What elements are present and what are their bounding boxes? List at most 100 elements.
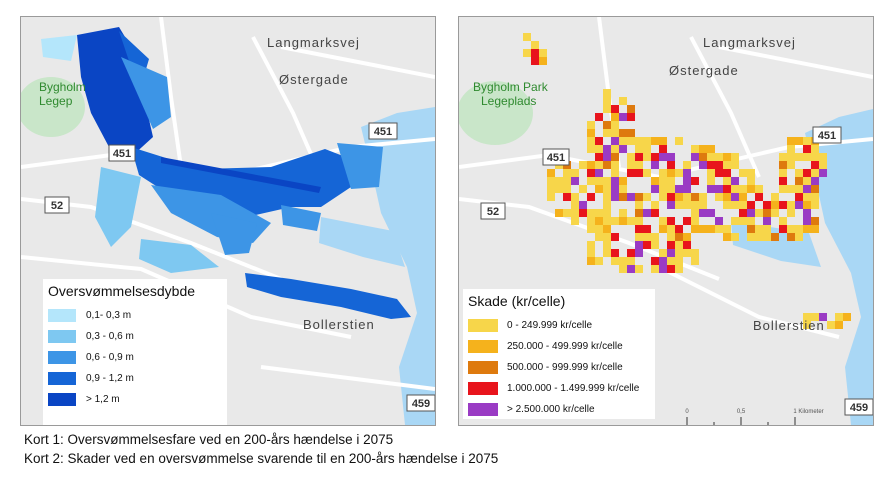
damage-cell (843, 313, 851, 321)
damage-cell (587, 257, 595, 265)
damage-cell (715, 185, 723, 193)
damage-cell (643, 153, 651, 161)
damage-cell (819, 169, 827, 177)
damage-cell (699, 225, 707, 233)
damage-cell (811, 177, 819, 185)
damage-cell (811, 217, 819, 225)
damage-cell (707, 177, 715, 185)
damage-cell (787, 209, 795, 217)
damage-cell (603, 225, 611, 233)
damage-cell (707, 209, 715, 217)
damage-cell (635, 201, 643, 209)
damage-cell (603, 185, 611, 193)
damage-cell (691, 145, 699, 153)
damage-cell (603, 233, 611, 241)
damage-cell (571, 217, 579, 225)
damage-cell (619, 185, 627, 193)
damage-cell (787, 201, 795, 209)
damage-cell (667, 249, 675, 257)
damage-cell (635, 265, 643, 273)
damage-cell (747, 209, 755, 217)
neighborhood-label: Bollerstien (753, 318, 825, 333)
damage-cell (587, 217, 595, 225)
damage-cell (587, 209, 595, 217)
road-shield-label: 451 (113, 148, 131, 160)
damage-cell (675, 201, 683, 209)
damage-cell (611, 233, 619, 241)
damage-cell (619, 137, 627, 145)
damage-cell (771, 209, 779, 217)
damage-cell (603, 153, 611, 161)
damage-cell (699, 145, 707, 153)
damage-cell (523, 49, 531, 57)
damage-cell (747, 185, 755, 193)
damage-cell (739, 193, 747, 201)
legend-item: 0,1- 0,3 m (43, 305, 227, 326)
park-label-line2: Legeplads (481, 94, 536, 108)
damage-cell (603, 201, 611, 209)
road-shield (542, 148, 570, 166)
damage-cell (595, 113, 603, 121)
damage-cell (779, 153, 787, 161)
damage-cell (635, 193, 643, 201)
damage-cell (675, 169, 683, 177)
damage-cell (795, 169, 803, 177)
damage-cell (723, 153, 731, 161)
damage-cell (563, 169, 571, 177)
damage-cell (587, 129, 595, 137)
damage-cell (707, 145, 715, 153)
damage-cell (563, 185, 571, 193)
damage-cell (667, 161, 675, 169)
damage-cell (611, 145, 619, 153)
damage-cell (611, 121, 619, 129)
park-label-line1: Bygholm (39, 80, 86, 94)
damage-cell (659, 137, 667, 145)
damage-cells (523, 33, 851, 329)
legend-swatch (48, 330, 76, 343)
damage-cell (795, 177, 803, 185)
damage-cell (795, 233, 803, 241)
damage-cell (651, 257, 659, 265)
damage-cell (539, 49, 547, 57)
street-label-north: Langmarksvej (267, 35, 360, 50)
damage-cell (683, 249, 691, 257)
damage-cell (595, 233, 603, 241)
damage-cell (723, 177, 731, 185)
damage-cell (667, 265, 675, 273)
damage-cell (707, 161, 715, 169)
damage-cell (587, 137, 595, 145)
damage-cell (747, 217, 755, 225)
damage-cell (803, 313, 811, 321)
damage-cell (811, 193, 819, 201)
damage-cell (627, 193, 635, 201)
damage-cell (811, 153, 819, 161)
damage-cell (683, 241, 691, 249)
damage-cell (795, 137, 803, 145)
damage-cell (579, 161, 587, 169)
damage-cell (587, 225, 595, 233)
damage-cell (611, 169, 619, 177)
damage-cell (835, 313, 843, 321)
damage-cell (555, 185, 563, 193)
park-label-line1: Bygholm Park (473, 80, 549, 94)
damage-cell (603, 249, 611, 257)
road-shields: 451 451 52 459 (480, 126, 873, 416)
damage-cell (603, 97, 611, 105)
damage-cell (675, 185, 683, 193)
road-shield-label: 451 (547, 152, 565, 164)
damage-cell (803, 225, 811, 233)
damage-cell (635, 233, 643, 241)
damage-cell (627, 249, 635, 257)
damage-cell (627, 257, 635, 265)
damage-cell (723, 169, 731, 177)
damage-cell (627, 129, 635, 137)
damage-cell (563, 209, 571, 217)
damage-cell (611, 177, 619, 185)
legend-swatch (468, 340, 498, 353)
damage-cell (595, 225, 603, 233)
damage-cell (619, 217, 627, 225)
road-shield-label: 52 (51, 200, 63, 212)
damage-cell (619, 209, 627, 217)
damage-cell (539, 57, 547, 65)
legend-item: 0,3 - 0,6 m (43, 326, 227, 347)
